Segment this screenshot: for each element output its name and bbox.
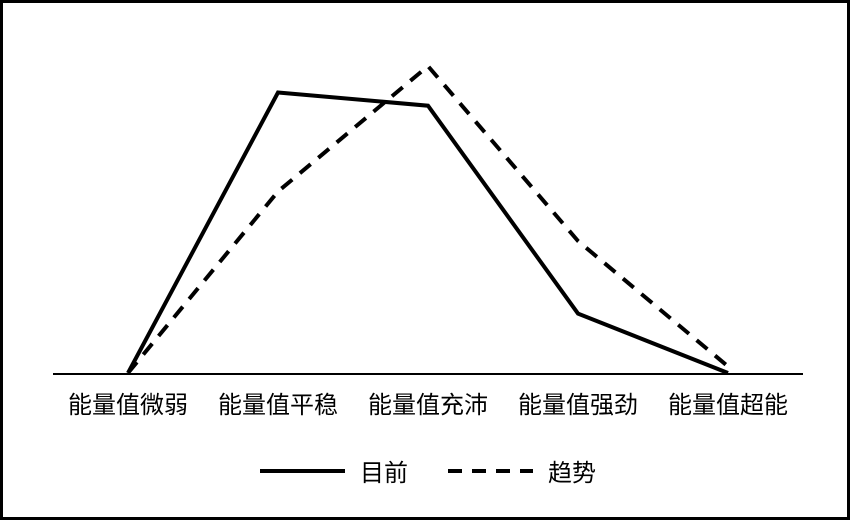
x-label-1: 能量值平稳 xyxy=(218,385,338,420)
x-label-0: 能量值微弱 xyxy=(68,385,188,420)
x-axis-labels: 能量值微弱 能量值平稳 能量值充沛 能量值强劲 能量值超能 xyxy=(53,385,803,420)
chart-container: 能量值微弱 能量值平稳 能量值充沛 能量值强劲 能量值超能 目前 趋势 xyxy=(0,0,850,520)
legend-item-current: 目前 xyxy=(260,453,408,488)
x-label-4: 能量值超能 xyxy=(668,385,788,420)
legend: 目前 趋势 xyxy=(3,453,850,488)
legend-item-trend: 趋势 xyxy=(448,453,596,488)
x-axis xyxy=(53,373,803,375)
series-trend xyxy=(128,66,728,373)
chart-lines xyxy=(53,43,803,373)
x-label-3: 能量值强劲 xyxy=(518,385,638,420)
legend-swatch-solid xyxy=(260,468,345,474)
x-label-2: 能量值充沛 xyxy=(368,385,488,420)
plot-area xyxy=(53,43,803,373)
legend-label-trend: 趋势 xyxy=(548,453,596,488)
legend-swatch-dashed xyxy=(448,468,533,474)
legend-label-current: 目前 xyxy=(360,453,408,488)
series-current xyxy=(128,93,728,374)
